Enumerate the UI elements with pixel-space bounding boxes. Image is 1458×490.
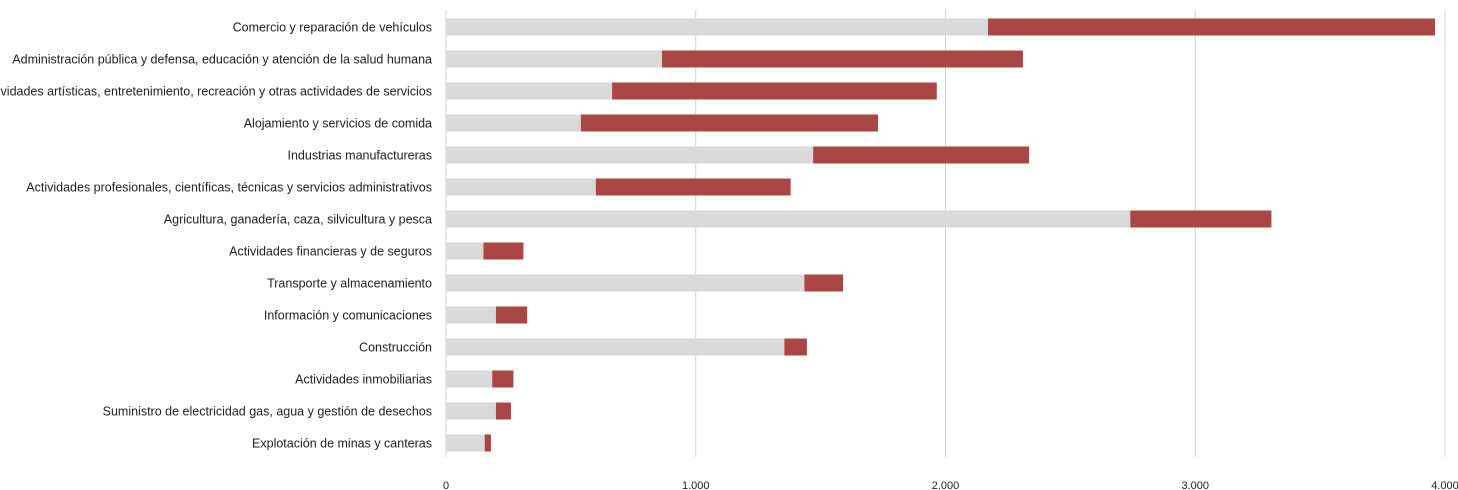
- category-label: Comercio y reparación de vehículos: [233, 21, 432, 35]
- bar-segment-1: [446, 370, 493, 388]
- category-label: Actividades artísticas, entretenimiento,…: [0, 85, 432, 99]
- bar-segment-2: [483, 242, 524, 260]
- category-label: Industrias manufactureras: [287, 149, 432, 163]
- bar-segment-1: [446, 338, 785, 356]
- bar-segment-1: [446, 114, 581, 132]
- bar-segment-2: [484, 434, 491, 452]
- bar-segment-1: [446, 434, 485, 452]
- bar-segment-1: [446, 82, 613, 100]
- bar-segment-2: [580, 114, 879, 132]
- bar-segment-2: [595, 178, 791, 196]
- bar-segment-2: [662, 50, 1023, 68]
- x-tick-label: 1.000: [682, 480, 710, 490]
- bar-segment-2: [1130, 210, 1272, 228]
- x-tick-label: 0: [443, 480, 449, 490]
- bar-segment-1: [446, 18, 988, 36]
- category-label: Transporte y almacenamiento: [267, 277, 432, 291]
- x-tick-label: 4.000: [1431, 480, 1458, 490]
- bar-segment-2: [492, 370, 514, 388]
- category-label: Construcción: [359, 341, 432, 355]
- bar-segment-2: [813, 146, 1030, 164]
- bar-segment-2: [495, 306, 528, 324]
- category-label: Actividades inmobiliarias: [295, 373, 432, 387]
- bar-segment-2: [987, 18, 1436, 36]
- category-label: Agricultura, ganadería, caza, silvicultu…: [164, 213, 432, 227]
- bar-segment-2: [612, 82, 937, 100]
- bar-segment-1: [446, 306, 496, 324]
- bar-segment-1: [446, 178, 596, 196]
- category-label: Información y comunicaciones: [264, 309, 432, 323]
- bar-segment-1: [446, 146, 814, 164]
- bar-segment-1: [446, 274, 805, 292]
- bar-segment-1: [446, 50, 663, 68]
- category-label: Administración pública y defensa, educac…: [12, 53, 432, 67]
- category-label: Actividades financieras y de seguros: [229, 245, 432, 259]
- bar-segment-1: [446, 210, 1131, 228]
- bar-segment-2: [495, 402, 511, 420]
- bar-segment-2: [804, 274, 844, 292]
- bar-segment-1: [446, 402, 496, 420]
- category-label: Alojamiento y servicios de comida: [244, 117, 432, 131]
- x-tick-label: 2.000: [932, 480, 960, 490]
- bar-segment-2: [784, 338, 807, 356]
- category-label: Actividades profesionales, científicas, …: [26, 181, 432, 195]
- category-label: Suministro de electricidad gas, agua y g…: [103, 405, 432, 419]
- bar-segment-1: [446, 242, 484, 260]
- x-tick-label: 3.000: [1181, 480, 1209, 490]
- category-label: Explotación de minas y canteras: [252, 437, 432, 451]
